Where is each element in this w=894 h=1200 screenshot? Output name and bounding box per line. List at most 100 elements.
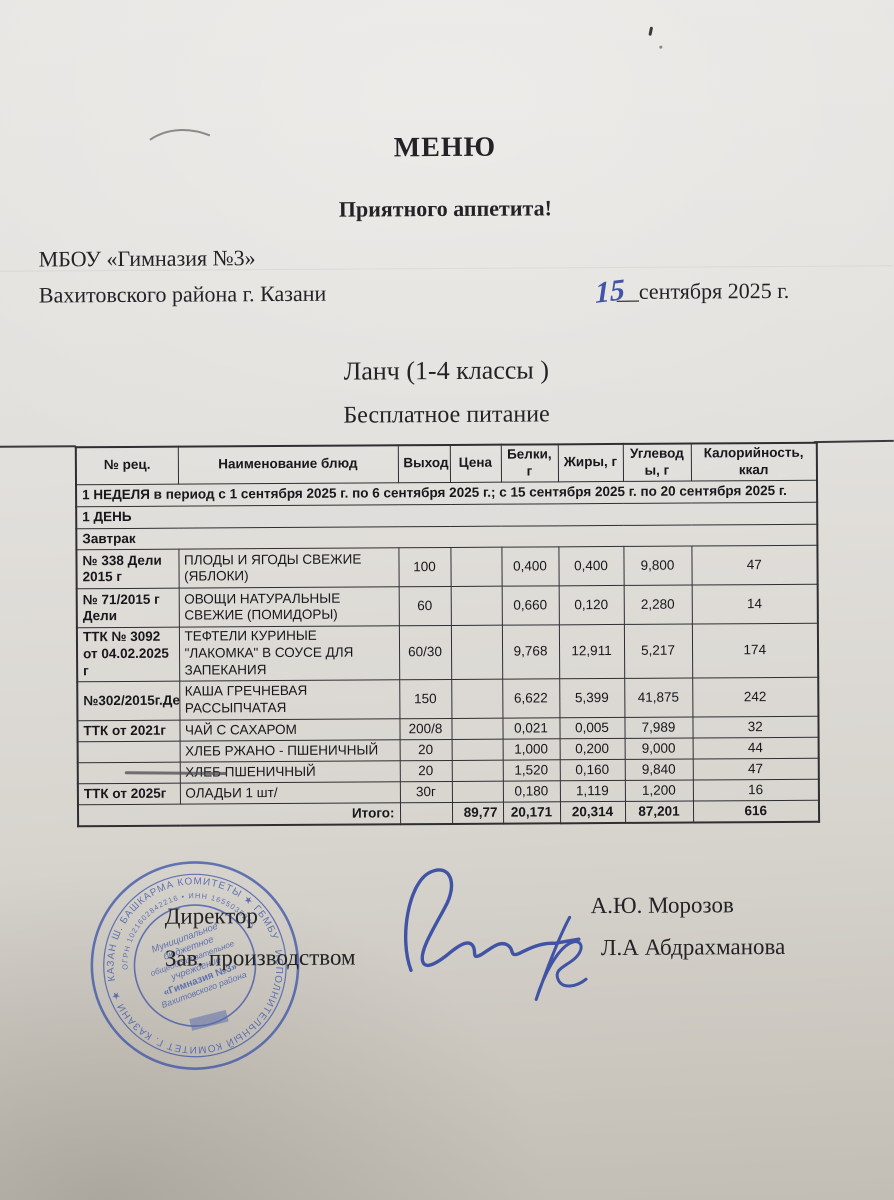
cell-output: 20: [399, 760, 452, 782]
totals-label: Итого:: [77, 802, 401, 827]
totals-row: Итого: 89,77 20,171 20,314 87,201 616: [77, 800, 820, 827]
cell-fat: 5,399: [559, 678, 625, 718]
col-header-price: Цена: [449, 444, 502, 483]
cell-calories: 16: [692, 779, 819, 802]
org-district: Вахитовского района г. Казани: [38, 280, 327, 308]
scan-speck-icon: [659, 45, 663, 49]
cell-recipe: [77, 741, 180, 763]
cell-recipe: ТТК № 3092 от 04.02.2025 г: [76, 627, 180, 682]
table-row: ТТК № 3092 от 04.02.2025 г ТЕФТЕЛИ КУРИН…: [76, 623, 819, 682]
cell-recipe: ТТК от 2021г: [77, 720, 180, 742]
director-label: Директор: [164, 903, 259, 929]
cell-price: [451, 679, 503, 719]
cell-name: ОВОЩИ НАТУРАЛЬНЫЕ СВЕЖИЕ (ПОМИДОРЫ): [178, 587, 399, 628]
col-header-protein: Белки, г: [500, 444, 559, 482]
cell-fat: 12,911: [558, 624, 625, 679]
table-edge-extension-left: [0, 445, 76, 448]
cell-calories: 242: [692, 677, 819, 718]
cell-calories: 44: [692, 737, 819, 760]
totals-carbs: 87,201: [624, 801, 694, 823]
cell-carbs: 9,000: [624, 738, 693, 760]
cell-output: 30г: [399, 781, 452, 803]
cell-carbs: 9,800: [623, 546, 692, 586]
cell-fat: 0,160: [559, 759, 625, 781]
totals-calories: 616: [692, 800, 820, 823]
cell-protein: 0,400: [501, 547, 559, 587]
document-title: МЕНЮ: [393, 131, 497, 164]
col-header-output: Выход: [397, 444, 451, 483]
totals-price: 89,77: [451, 802, 504, 824]
cell-price: [450, 547, 502, 587]
cell-name: ЧАЙ С САХАРОМ: [179, 718, 400, 742]
director-signature-icon: [403, 868, 581, 972]
cell-name: КАША ГРЕЧНЕВАЯ РАССЫПЧАТАЯ: [179, 679, 400, 721]
scan-arc-mark-icon: [149, 129, 211, 141]
menu-section-subtitle: Бесплатное питание: [343, 401, 550, 429]
cell-protein: 1,520: [502, 759, 560, 782]
cell-recipe: № 71/2015 г Дели: [76, 588, 179, 629]
cell-price: [450, 586, 502, 626]
cell-output: 60: [398, 586, 451, 627]
cell-price: [451, 718, 503, 740]
cell-protein: 0,180: [502, 780, 560, 803]
cell-output: 150: [399, 679, 452, 719]
table-row: №302/2015г.Дели КАША ГРЕЧНЕВАЯ РАССЫПЧАТ…: [77, 677, 819, 721]
cell-output: 60/30: [398, 625, 452, 680]
cell-carbs: 5,217: [623, 624, 693, 679]
table-header-row: № рец. Наименование блюд Выход Цена Белк…: [75, 442, 818, 485]
director-name: А.Ю. Морозов: [590, 892, 734, 919]
cell-protein: 6,622: [502, 678, 560, 719]
cell-fat: 0,120: [558, 585, 624, 626]
document-subtitle: Приятного аппетита!: [338, 195, 552, 222]
cell-name: ПЛОДЫ И ЯГОДЫ СВЕЖИЕ (ЯБЛОКИ): [178, 548, 399, 589]
cell-protein: 1,000: [502, 738, 560, 761]
cell-carbs: 2,280: [623, 585, 692, 625]
cell-protein: 0,021: [502, 717, 560, 740]
cell-output: 100: [398, 547, 451, 588]
cell-recipe: № 338 Дели 2015 г: [76, 549, 179, 590]
date-line: 15__сентября 2025 г.: [595, 272, 790, 310]
cell-output: 20: [399, 739, 452, 761]
cell-carbs: 41,875: [624, 678, 693, 718]
stamp-smudge: [189, 1009, 229, 1031]
cell-carbs: 1,200: [624, 780, 693, 802]
cell-carbs: 9,840: [624, 759, 693, 781]
cell-name: ОЛАДЬИ 1 шт/: [179, 781, 400, 805]
date-printed: сентября 2025 г.: [638, 277, 790, 304]
manager-signature-icon: [534, 915, 588, 1001]
cell-recipe: ТТК от 2025г: [77, 783, 180, 805]
manager-label: Зав. производством: [164, 944, 356, 971]
cell-recipe: №302/2015г.Дели: [77, 681, 180, 721]
table-row: № 71/2015 г Дели ОВОЩИ НАТУРАЛЬНЫЕ СВЕЖИ…: [76, 584, 818, 629]
cell-protein: 9,768: [501, 625, 560, 680]
org-name: МБОУ «Гимназия №3»: [38, 245, 256, 272]
totals-protein: 20,171: [502, 801, 561, 824]
cell-name: ХЛЕБ РЖАНО - ПШЕНИЧНЫЙ: [179, 739, 400, 763]
cell-carbs: 7,989: [624, 717, 693, 739]
col-header-calories: Калорийность, ккал: [690, 442, 818, 481]
cell-price: [451, 760, 503, 782]
col-header-recipe: № рец.: [75, 446, 179, 485]
manager-name: Л.А Абдрахманова: [600, 933, 786, 961]
cell-calories: 174: [691, 623, 819, 679]
cell-calories: 14: [691, 584, 818, 625]
table-row: № 338 Дели 2015 г ПЛОДЫ И ЯГОДЫ СВЕЖИЕ (…: [76, 545, 818, 590]
scan-speck-icon: [648, 26, 654, 36]
col-header-carbs: Углеводы, г: [622, 443, 692, 482]
totals-output: [399, 802, 453, 825]
menu-section-title: Ланч (1-4 классы ): [343, 355, 550, 386]
cell-price: [451, 739, 503, 761]
cell-calories: 32: [692, 716, 819, 739]
table-edge-extension-right: [813, 439, 894, 444]
cell-fat: 0,400: [558, 546, 624, 587]
totals-fat: 20,314: [559, 801, 626, 824]
cell-price: [450, 625, 503, 680]
cell-calories: 47: [691, 545, 818, 586]
col-header-name: Наименование блюд: [177, 445, 399, 484]
cell-calories: 47: [692, 758, 819, 781]
cell-price: [451, 781, 503, 803]
cell-protein: 0,660: [501, 586, 559, 626]
menu-table: № рец. Наименование блюд Выход Цена Белк…: [74, 441, 821, 828]
